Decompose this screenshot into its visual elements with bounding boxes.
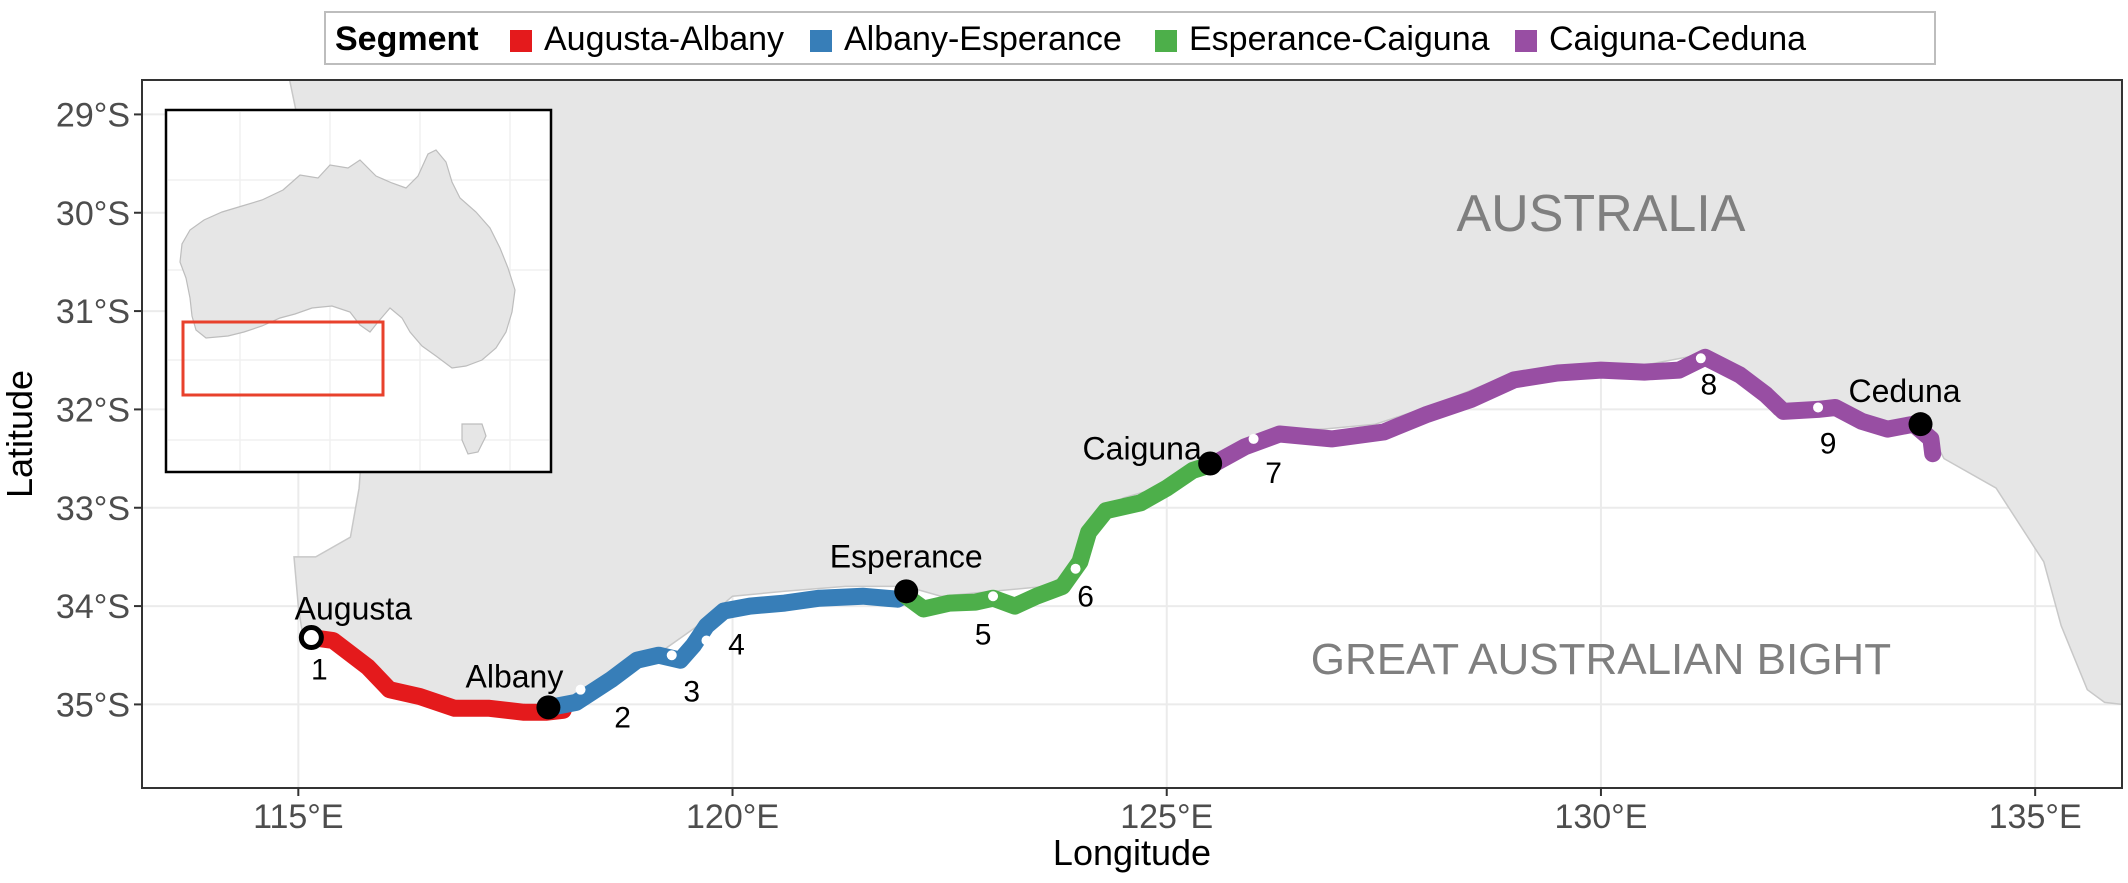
towns: Augusta Albany Esperance Caiguna Ceduna <box>295 373 1961 720</box>
site-label-3: 3 <box>683 675 700 708</box>
x-tick-label: 120°E <box>686 798 779 836</box>
town-label-albany: Albany <box>465 658 563 694</box>
town-label-caiguna: Caiguna <box>1083 431 1202 467</box>
region-label: AUSTRALIA <box>1456 185 1745 243</box>
y-axis-title: Latitude <box>0 370 40 498</box>
x-tick-label: 115°E <box>253 798 343 836</box>
legend-swatch-augusta-albany <box>510 30 532 52</box>
panel-border <box>141 79 2123 789</box>
y-axis: 29°S 30°S 31°S 32°S 33°S 34°S 35°S <box>56 96 142 724</box>
legend-swatch-albany-esperance <box>810 30 832 52</box>
site-marker-2 <box>575 684 586 695</box>
coastal-segments <box>302 348 1942 721</box>
inset-australia-shape <box>179 149 516 369</box>
x-tick-label: 130°E <box>1554 798 1647 836</box>
legend-box <box>324 11 1936 65</box>
site-label-6: 6 <box>1077 581 1094 614</box>
site-label-4: 4 <box>728 629 745 662</box>
town-marker-caiguna <box>1198 451 1223 476</box>
segment-albany-esperance <box>541 585 915 716</box>
town-marker-esperance <box>894 579 919 604</box>
legend-label-albany-esperance: Albany-Esperance <box>844 20 1122 58</box>
town-marker-albany <box>536 695 561 720</box>
legend-label-augusta-albany: Augusta-Albany <box>544 20 784 58</box>
town-label-augusta: Augusta <box>295 591 413 627</box>
site-label-8: 8 <box>1700 368 1717 401</box>
legend: Segment Augusta-Albany Albany-Esperance Es… <box>324 11 1936 65</box>
site-marker-4 <box>701 635 712 646</box>
site-marker-8 <box>1695 353 1706 364</box>
region-label: GREAT AUSTRALIAN BIGHT <box>1311 635 1891 684</box>
town-marker-ceduna <box>1908 412 1933 437</box>
y-tick-label: 30°S <box>56 195 130 233</box>
town-label-ceduna: Ceduna <box>1848 373 1960 409</box>
site-marker-3 <box>666 650 677 661</box>
site-label-2: 2 <box>614 702 631 735</box>
legend-title: Segment <box>335 20 479 58</box>
segment-esperance-caiguna <box>897 455 1223 618</box>
town-marker-augusta <box>298 625 324 651</box>
site-label-9: 9 <box>1820 427 1837 460</box>
sampling-sites: 1 2 34 5 6 7 8 9 <box>306 353 1837 735</box>
inset-tasmania-shape <box>461 423 487 455</box>
segment-caiguna-ceduna <box>1206 348 1942 472</box>
legend-label-caiguna-ceduna: Caiguna-Ceduna <box>1549 20 1806 58</box>
x-tick-label: 125°E <box>1120 798 1213 836</box>
site-label-5: 5 <box>975 618 992 651</box>
site-marker-9 <box>1813 402 1824 413</box>
site-label-7: 7 <box>1265 457 1282 490</box>
site-marker-6 <box>1070 563 1081 574</box>
y-tick-label: 34°S <box>56 588 130 626</box>
x-tick-label: 135°E <box>1989 798 2082 836</box>
y-tick-label: 33°S <box>56 490 130 528</box>
town-label-esperance: Esperance <box>830 538 983 574</box>
y-tick-label: 29°S <box>56 96 130 134</box>
site-marker-7 <box>1248 433 1259 444</box>
x-axis-title: Longitude <box>1053 832 1211 873</box>
site-label-1: 1 <box>311 654 328 687</box>
region-labels: AUSTRALIA GREAT AUSTRALIAN BIGHT <box>1311 185 1891 684</box>
y-tick-label: 35°S <box>56 686 130 724</box>
site-marker-5 <box>988 591 999 602</box>
legend-label-esperance-caiguna: Esperance-Caiguna <box>1189 20 1490 58</box>
inset-map <box>164 108 553 474</box>
x-axis: 115°E 120°E 125°E 130°E 135°E <box>253 788 2082 836</box>
inset-highlight-box <box>181 320 385 397</box>
y-tick-label: 31°S <box>56 293 130 331</box>
y-tick-label: 32°S <box>56 391 130 429</box>
legend-swatch-esperance-caiguna <box>1155 30 1177 52</box>
segment-augusta-albany <box>302 629 572 721</box>
legend-swatch-caiguna-ceduna <box>1515 30 1537 52</box>
